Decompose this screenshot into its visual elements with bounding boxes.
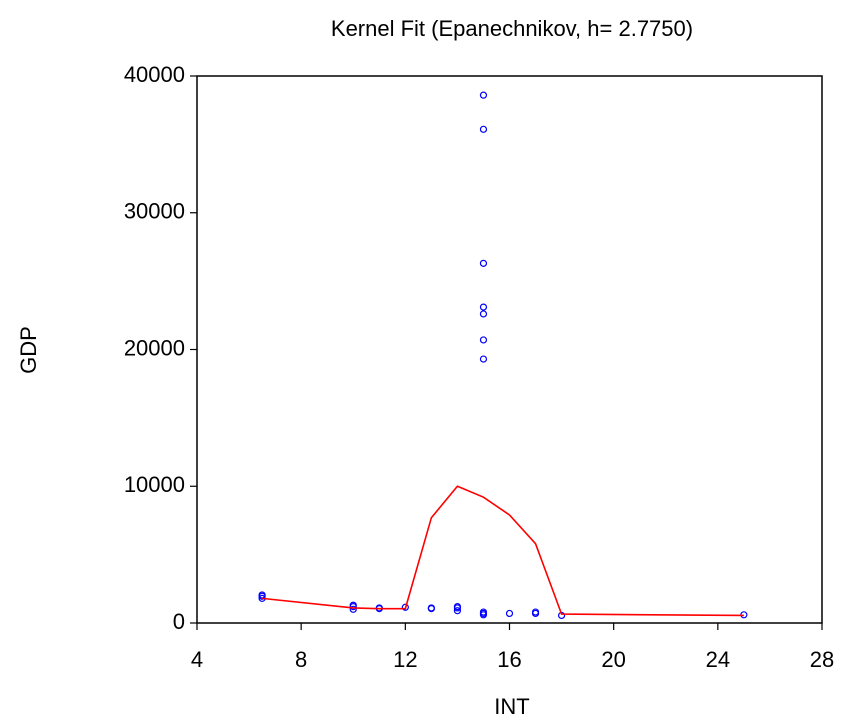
data-point xyxy=(479,125,488,133)
data-point xyxy=(453,607,462,615)
data-point xyxy=(427,605,435,613)
x-tick-label: 8 xyxy=(295,647,307,672)
plot-frame xyxy=(196,75,823,624)
x-tick-label: 12 xyxy=(393,647,417,672)
x-tick-label: 24 xyxy=(706,647,730,672)
y-tick-label: 20000 xyxy=(124,335,185,360)
data-point xyxy=(258,591,266,599)
y-tick-label: 40000 xyxy=(124,62,185,87)
chart-title: Kernel Fit (Epanechnikov, h= 2.7750) xyxy=(331,16,693,41)
y-tick-label: 0 xyxy=(173,609,185,634)
data-point xyxy=(479,336,488,344)
data-point xyxy=(349,605,357,613)
fit-line xyxy=(262,485,744,617)
x-tick-label: 28 xyxy=(810,647,834,672)
data-point xyxy=(479,91,488,99)
data-point xyxy=(505,609,514,618)
y-axis-label: GDP xyxy=(16,326,41,374)
x-tick-label: 20 xyxy=(601,647,625,672)
x-tick-label: 4 xyxy=(191,647,203,672)
data-point xyxy=(479,355,488,363)
data-point xyxy=(479,303,488,311)
y-tick-label: 10000 xyxy=(124,472,185,497)
data-point xyxy=(453,602,462,611)
data-point xyxy=(401,603,409,611)
data-point xyxy=(479,310,488,318)
x-axis-label: INT xyxy=(494,694,529,719)
data-point xyxy=(479,609,488,618)
data-point xyxy=(531,609,540,618)
y-tick-label: 30000 xyxy=(124,199,185,224)
x-tick-label: 16 xyxy=(497,647,521,672)
data-point xyxy=(479,259,488,267)
